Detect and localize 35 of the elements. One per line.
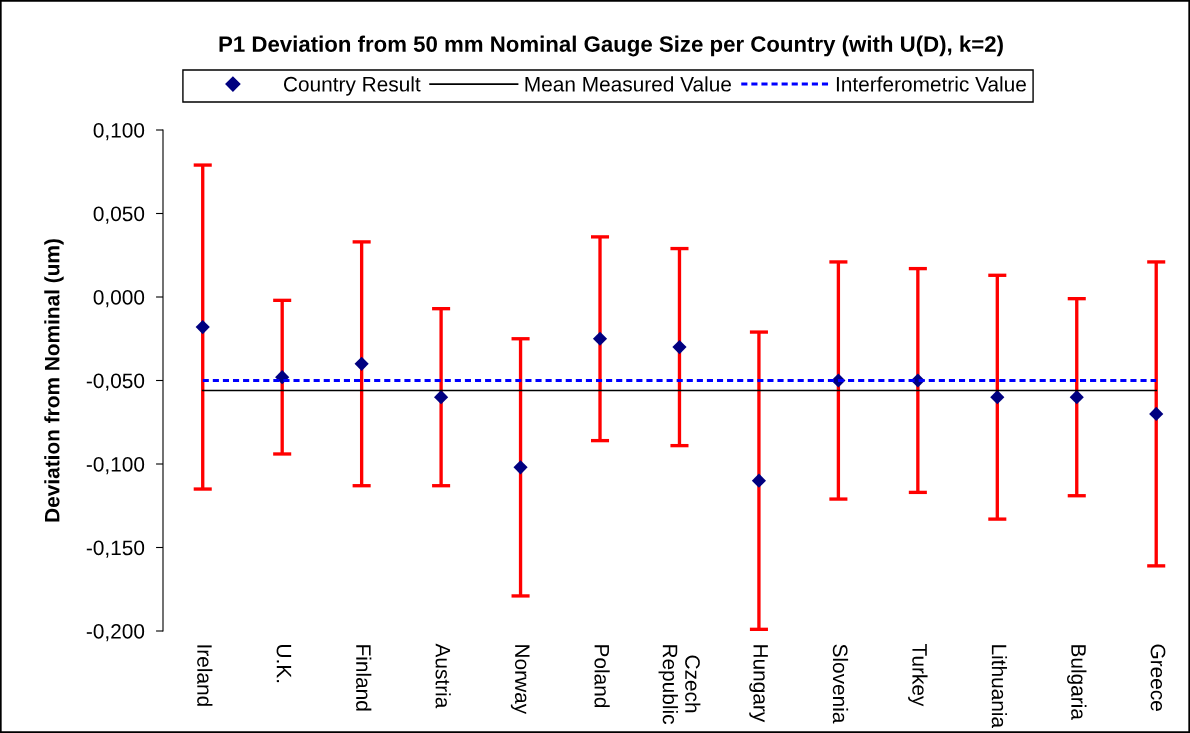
- point: [751, 473, 767, 488]
- point: [195, 319, 210, 335]
- y-tick-label: -0,050: [86, 373, 145, 391]
- y-axis-title: Deviation from Nominal (um): [44, 239, 64, 522]
- point: [1069, 390, 1084, 405]
- point: [990, 390, 1005, 405]
- x-tick-label: Norway: [510, 645, 530, 715]
- x-tick-label: Ireland: [197, 645, 213, 706]
- legend-label: Country Result: [283, 76, 421, 96]
- point: [513, 460, 528, 475]
- x-tick-label: Greece: [1150, 644, 1166, 711]
- x-tick-label: Turkey: [908, 643, 928, 707]
- point: [592, 331, 608, 346]
- x-tick-label: Czech Republic: [658, 645, 701, 725]
- y-tick-label: -0,100: [86, 457, 145, 475]
- x-tick-label: Slovenia: [832, 644, 849, 724]
- legend-label: Mean Measured Value: [525, 76, 731, 92]
- y-tick-label: -0,150: [86, 540, 145, 558]
- chart-title: P1 Deviation from 50 mm Nominal Gauge Size per Country (with U(D), k=2): [219, 35, 1003, 57]
- point: [1149, 406, 1164, 421]
- x-tick-label: Hungary: [749, 645, 768, 723]
- legend-label: Interferometric Value: [836, 76, 1026, 92]
- y-tick-label: 0,050: [93, 206, 145, 224]
- y-tick-label: 0,100: [93, 123, 145, 141]
- x-tick-label: U.K.: [276, 645, 292, 683]
- y-tick-label: 0,000: [93, 290, 145, 308]
- point: [434, 390, 449, 405]
- x-tick-label: Lithuania: [991, 645, 1008, 729]
- x-tick-label: Finland: [356, 645, 372, 711]
- x-tick-label: Bulgaria: [1067, 645, 1087, 720]
- x-tick-label: Austria: [435, 643, 451, 709]
- point: [672, 340, 687, 355]
- point: [354, 356, 369, 371]
- y-tick-label: -0,200: [86, 624, 145, 642]
- x-tick-label: Poland: [594, 645, 610, 708]
